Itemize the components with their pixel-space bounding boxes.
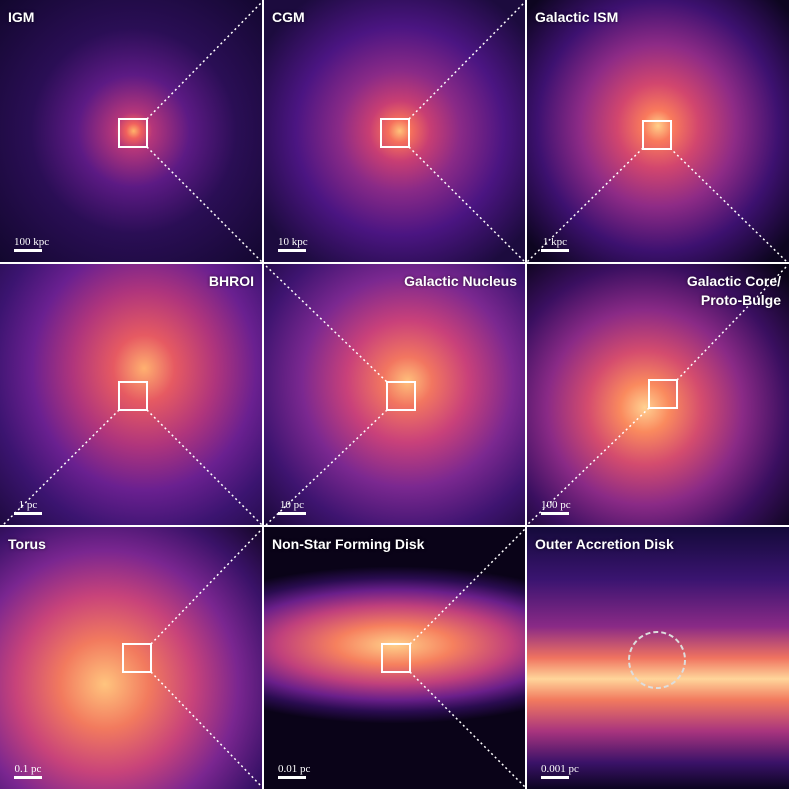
simulation-panel: IGM 100 kpc xyxy=(0,0,262,262)
scale-bar: 0.001 pc xyxy=(541,763,579,779)
zoom-connector xyxy=(146,146,263,263)
scale-label: 0.1 pc xyxy=(14,763,42,775)
zoom-box xyxy=(380,118,410,148)
scale-bar: 100 pc xyxy=(541,499,571,515)
zoom-connector xyxy=(409,671,526,788)
scale-line xyxy=(14,512,42,515)
zoom-connector xyxy=(146,1,263,120)
panel-title: BHROI xyxy=(208,273,254,289)
simulation-panel: Galactic Core/ Proto-Bulge 100 pc xyxy=(527,264,789,525)
scale-label: 1 kpc xyxy=(542,236,568,248)
scale-label: 0.001 pc xyxy=(541,763,579,775)
zoom-connector xyxy=(265,265,388,383)
scale-label: 10 kpc xyxy=(278,236,308,248)
scale-line xyxy=(14,249,42,252)
panel-title: Outer Accretion Disk xyxy=(535,536,674,552)
simulation-panel: Galactic Nucleus 10 pc xyxy=(264,264,525,525)
scale-line xyxy=(14,776,42,779)
simulation-panel: Galactic ISM 1 kpc xyxy=(527,0,789,262)
zoom-connector xyxy=(409,528,526,645)
panel-title: Torus xyxy=(8,536,46,552)
scale-bar: 1 pc xyxy=(14,499,42,515)
simulation-panel: Non-Star Forming Disk 0.01 pc xyxy=(264,527,525,789)
simulation-panel: Torus 0.1 pc xyxy=(0,527,262,789)
scale-label: 100 kpc xyxy=(14,236,50,248)
scale-bar: 0.01 pc xyxy=(278,763,310,779)
zoom-box xyxy=(122,643,152,673)
panel-title: IGM xyxy=(8,9,35,25)
zoom-connector xyxy=(408,146,526,263)
zoom-connector xyxy=(265,409,388,526)
scale-line xyxy=(278,512,306,515)
scale-label: 1 pc xyxy=(18,499,38,511)
scale-label: 100 pc xyxy=(541,499,571,511)
scale-line xyxy=(541,512,569,515)
scale-bar: 10 pc xyxy=(278,499,306,515)
zoom-connector xyxy=(526,147,644,263)
zoom-connector xyxy=(150,528,263,645)
zoom-connector xyxy=(408,1,526,120)
zoom-connector xyxy=(146,409,263,526)
scale-line xyxy=(278,776,306,779)
panel-title: Galactic Nucleus xyxy=(404,273,517,289)
panel-title: Galactic ISM xyxy=(535,9,619,25)
zoom-box xyxy=(386,381,416,411)
scale-bar: 0.1 pc xyxy=(14,763,42,779)
zoom-connector xyxy=(526,407,650,526)
zoom-connector xyxy=(2,409,120,526)
scale-bar: 100 kpc xyxy=(14,236,49,252)
scale-label: 10 pc xyxy=(279,499,305,511)
zoom-box xyxy=(642,120,672,150)
zoom-connector xyxy=(150,671,263,788)
zoom-box xyxy=(381,643,411,673)
panel-title: Galactic Core/ Proto-Bulge xyxy=(686,273,781,308)
zoom-connector xyxy=(676,265,788,381)
panel-title: Non-Star Forming Disk xyxy=(272,536,425,552)
zoom-box xyxy=(118,381,148,411)
panel-title: CGM xyxy=(272,9,305,25)
scale-line xyxy=(278,249,306,252)
scale-bar: 10 kpc xyxy=(278,236,308,252)
zoom-circle xyxy=(628,631,686,689)
simulation-panel: Outer Accretion Disk 0.001 pc xyxy=(527,527,789,789)
zoom-box xyxy=(118,118,148,148)
scale-label: 0.01 pc xyxy=(278,763,311,775)
scale-line xyxy=(541,776,569,779)
scale-line xyxy=(541,249,569,252)
zoom-box xyxy=(648,379,678,409)
zoom-connector xyxy=(669,147,788,263)
scale-bar: 1 kpc xyxy=(541,236,569,252)
